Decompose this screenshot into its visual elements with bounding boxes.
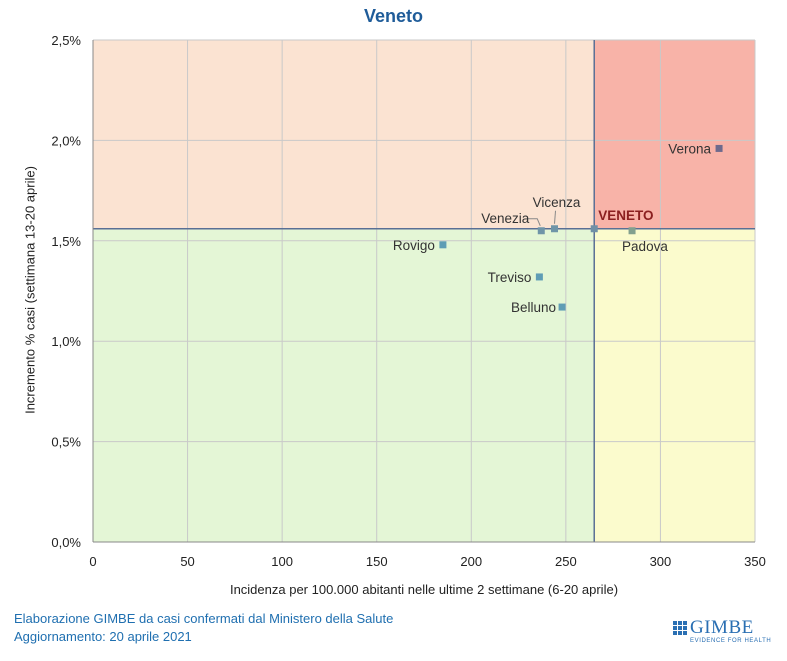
x-axis-label: Incidenza per 100.000 abitanti nelle ult… (229, 582, 619, 597)
footer-source: Elaborazione GIMBE da casi confermati da… (14, 611, 394, 626)
reference-lines (93, 40, 755, 542)
leader-line-venezia (527, 218, 541, 226)
x-tick-label: 0 (89, 554, 96, 569)
y-tick-label: 2,0% (51, 133, 81, 148)
footer-update: Aggiornamento: 20 aprile 2021 (14, 629, 192, 644)
quadrant-bottom-left (93, 228, 595, 542)
x-tick-label: 350 (744, 554, 766, 569)
logo-subtitle: EVIDENCE FOR HEALTH (690, 638, 772, 644)
point-label-treviso: Treviso (488, 270, 532, 285)
point-label-venezia: Venezia (481, 211, 530, 226)
point-rovigo (439, 241, 447, 249)
point-treviso (535, 273, 543, 281)
point-label-padova: Padova (622, 239, 668, 254)
tick-labels: 0 50 100 150 200 250 300 350 0,0% 0,5% 1,0% 1,5% 2,0… (51, 33, 765, 569)
point-vicenza (551, 225, 559, 233)
y-tick-label: 0,5% (51, 435, 81, 450)
footer: Elaborazione GIMBE da casi confermati da… (14, 610, 393, 646)
x-tick-label: 100 (271, 554, 293, 569)
point-belluno (558, 303, 566, 311)
leader-line-vicenza (554, 210, 557, 224)
point-label-rovigo: Rovigo (393, 238, 435, 253)
y-tick-label: 1,5% (51, 234, 81, 249)
x-tick-label: 250 (555, 554, 577, 569)
quadrant-bottom-right (594, 228, 755, 542)
point-verona (715, 144, 723, 152)
point-veneto (590, 225, 598, 233)
point-label-belluno: Belluno (511, 300, 556, 315)
y-axis-label: Incremento % casi (settimana 13-20 april… (22, 166, 38, 414)
quadrant-top-right (594, 40, 755, 229)
quadrant-backgrounds (93, 40, 755, 542)
logo-text: GIMBE (690, 617, 754, 638)
x-tick-label: 50 (180, 554, 194, 569)
x-tick-label: 200 (460, 554, 482, 569)
quadrant-top-left (93, 40, 595, 229)
y-tick-label: 2,5% (51, 33, 81, 48)
point-padova (628, 227, 636, 235)
y-tick-label: 0,0% (51, 535, 81, 550)
gimbe-logo-icon (673, 621, 687, 635)
point-venezia (537, 227, 545, 235)
chart-axes (92, 40, 755, 543)
chart-title: Veneto (363, 6, 424, 26)
y-tick-label: 1,0% (51, 334, 81, 349)
gimbe-logo: GIMBE EVIDENCE FOR HEALTH (673, 617, 771, 647)
point-label-veneto: VENETO (598, 208, 653, 223)
x-tick-label: 300 (650, 554, 672, 569)
point-label-verona: Verona (668, 141, 711, 156)
point-label-vicenza: Vicenza (533, 195, 581, 210)
x-tick-label: 150 (366, 554, 388, 569)
scatter-chart: 0 50 100 150 200 250 300 350 0,0% 0,5% 1,0% 1,5% 2,0… (51, 33, 765, 569)
